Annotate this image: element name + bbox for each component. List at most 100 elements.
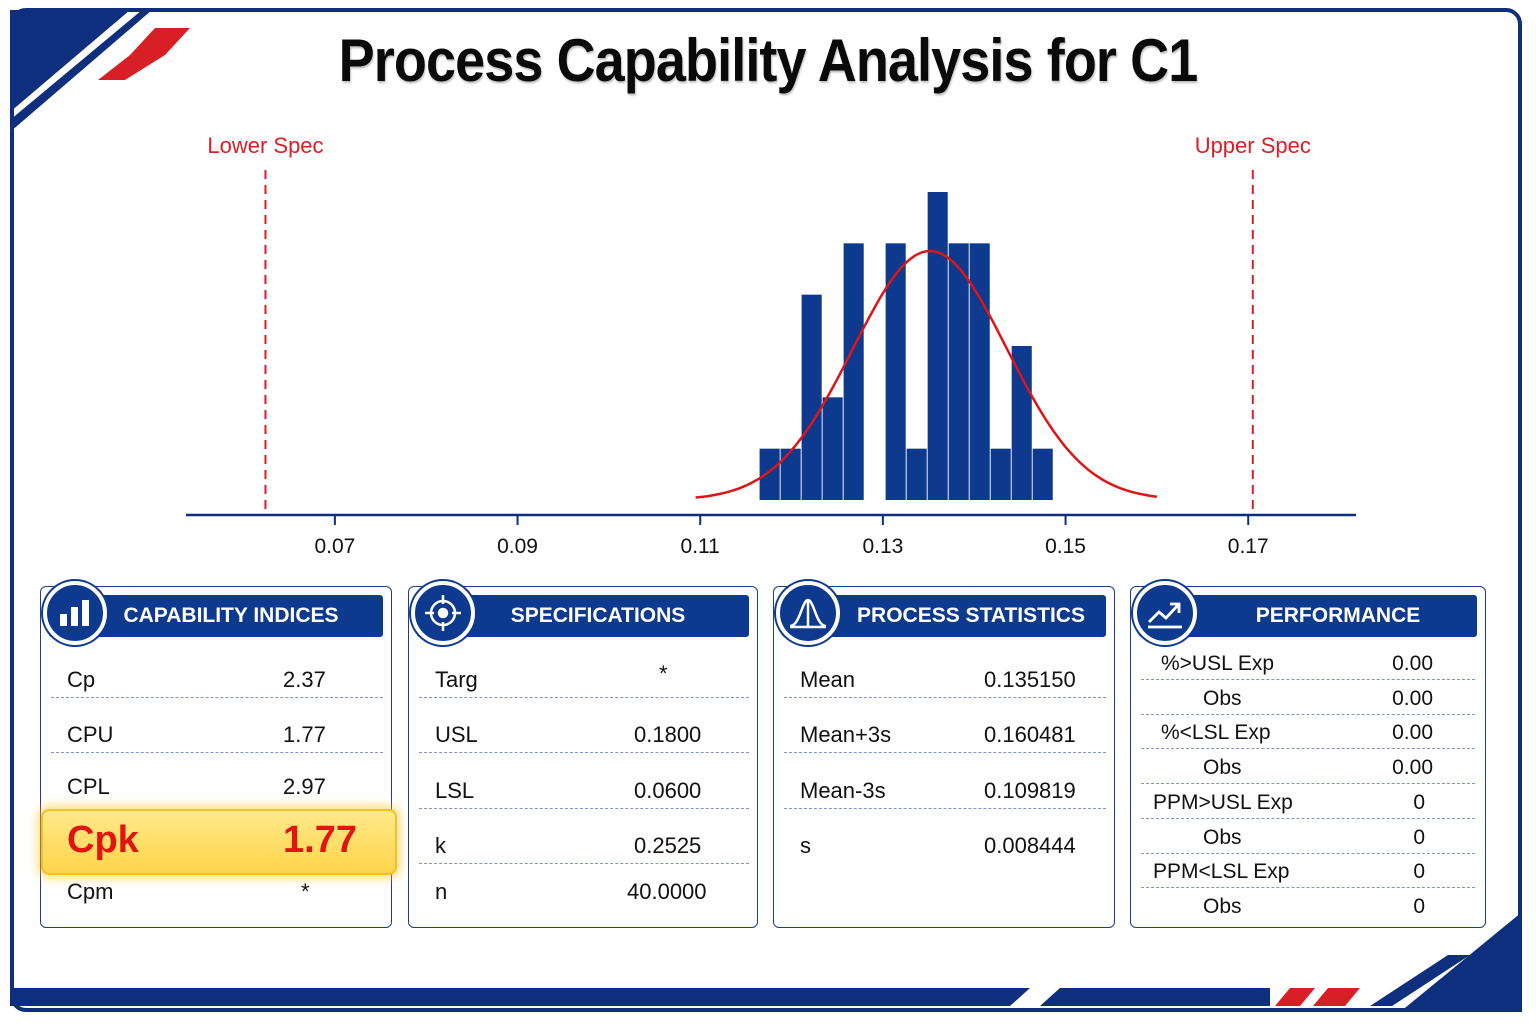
spec-limit-label: Lower Spec [207,133,323,158]
capability-row-cpm: Cpm * [51,873,383,909]
row-label: Obs [1203,825,1242,849]
histogram-bar [906,448,927,500]
specifications-panel: SPECIFICATIONS Targ * USL 0.1800 LSL 0.0… [408,581,758,928]
specifications-title: SPECIFICATIONS [510,604,686,627]
row-value: 0.00 [1392,721,1433,745]
row-label: Cpm [67,879,114,904]
row-label: %<LSL Exp [1161,721,1271,745]
row-label: Mean-3s [800,778,886,803]
capability-row-cp: Cp 2.37 [51,645,383,698]
row-value: 0.160481 [984,722,1076,747]
histogram-bar [1032,448,1053,500]
capability-indices-panel: CAPABILITY INDICES Cp 2.37 CPU 1.77 CPL … [40,581,397,928]
row-value: 0.008444 [984,833,1076,858]
histogram-bar [822,397,843,500]
performance-panel: PERFORMANCE %>USL Exp 0.00 Obs 0.00 %<LSL Ex… [1130,581,1486,928]
row-label: LSL [435,778,475,803]
row-label: CPL [67,774,110,799]
performance-row: Obs 0 [1141,888,1475,922]
x-tick-label: 0.15 [1045,535,1086,558]
performance-row: PPM<LSL Exp 0 [1141,853,1475,889]
histogram-bar [990,448,1011,500]
performance-row: %<LSL Exp 0.00 [1141,714,1475,750]
spec-row-lsl: LSL 0.0600 [419,752,749,809]
cpk-label: Cpk [67,819,139,861]
performance-row: Obs 0.00 [1141,749,1475,785]
bar-chart-icon [43,581,107,645]
row-value: 0 [1413,825,1425,849]
row-label: Mean [800,667,856,692]
row-value: 0.00 [1392,652,1433,675]
row-value: 2.37 [283,667,326,692]
row-value: 0.2525 [634,833,702,858]
performance-row: %>USL Exp 0.00 [1141,645,1475,680]
row-value: * [301,879,310,904]
x-tick-label: 0.13 [862,535,903,558]
histogram-bar [801,294,822,500]
performance-row: Obs 0 [1141,819,1475,854]
histogram-bar [1011,346,1032,500]
row-label: Obs [1203,756,1242,780]
row-label: Targ [435,667,478,692]
x-tick-label: 0.09 [497,535,538,558]
histogram-bar [948,243,969,501]
spec-limit-label: Upper Spec [1195,133,1311,158]
histogram-bar [927,192,948,500]
spec-row-k: k 0.2525 [419,808,749,864]
histogram-bar [969,243,990,501]
histogram-bar [843,243,864,501]
capability-row-cpu: CPU 1.77 [51,697,383,753]
cpk-highlight: Cpk 1.77 [41,809,397,875]
process-row-mean-plus-3s: Mean+3s 0.160481 [784,697,1106,753]
row-label: Obs [1203,894,1242,918]
row-value: * [659,661,668,686]
row-value: 2.97 [283,774,326,799]
row-value: 0.00 [1392,686,1433,710]
row-label: k [435,833,446,858]
x-tick-label: 0.17 [1228,535,1269,558]
row-value: 0.109819 [984,778,1076,803]
performance-title: PERFORMANCE [1255,604,1421,627]
row-label: USL [435,722,478,747]
process-statistics-title: PROCESS STATISTICS [857,604,1085,627]
capability-indices-title: CAPABILITY INDICES [123,604,339,627]
process-statistics-panel: PROCESS STATISTICS Mean 0.135150 Mean+3s… [773,581,1115,928]
histogram-bar [885,243,906,501]
row-value: 40.0000 [627,879,707,904]
spec-row-n: n 40.0000 [419,863,749,909]
trend-up-icon [1133,581,1197,645]
spec-row-usl: USL 0.1800 [419,697,749,753]
chart-title: Process Capability Analysis for C1 [338,27,1199,94]
target-icon [411,581,475,645]
row-value: 0.135150 [984,667,1076,692]
normal-curve [695,249,1158,499]
row-label: Obs [1203,686,1242,710]
process-row-s: s 0.008444 [784,808,1106,863]
row-label: PPM>USL Exp [1153,790,1293,814]
spec-row-targ: Targ * [419,645,749,698]
row-label: s [800,833,811,858]
cpk-value: 1.77 [283,819,357,861]
x-tick-label: 0.11 [681,535,720,558]
row-label: %>USL Exp [1161,652,1275,675]
row-label: PPM<LSL Exp [1153,860,1290,884]
process-row-mean-minus-3s: Mean-3s 0.109819 [784,752,1106,809]
histogram-chart: 0.07 0.09 0.11 0.13 0.15 0.17 Lower Spec Upper … [186,133,1356,558]
bell-curve-icon [776,581,840,645]
row-value: 0.00 [1392,756,1433,780]
row-label: n [435,879,448,904]
row-value: 0.0600 [634,778,702,803]
histogram-bar [759,448,780,500]
row-label: CPU [67,722,114,747]
capability-row-cpl: CPL 2.97 [51,752,383,800]
row-value: 0.1800 [634,722,702,747]
process-row-mean: Mean 0.135150 [784,645,1106,698]
performance-row: PPM>USL Exp 0 [1141,784,1475,819]
row-value: 0 [1413,790,1425,814]
row-value: 0 [1413,860,1425,884]
x-tick-label: 0.07 [314,535,355,558]
histogram-bar [780,448,801,500]
row-label: Cp [67,667,96,692]
row-value: 1.77 [283,722,326,747]
row-label: Mean+3s [800,722,892,747]
